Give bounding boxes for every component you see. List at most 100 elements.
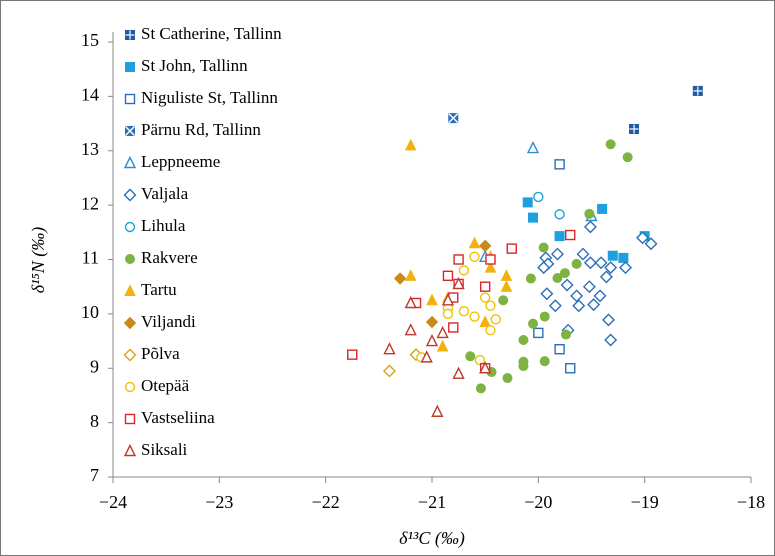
marker-shape bbox=[484, 261, 497, 273]
marker-shape bbox=[571, 258, 582, 269]
marker-shape bbox=[533, 191, 544, 203]
marker-shape bbox=[539, 356, 550, 367]
data-point bbox=[393, 272, 407, 285]
marker-shape bbox=[393, 272, 407, 285]
data-point bbox=[475, 383, 486, 394]
data-point bbox=[468, 236, 481, 249]
data-point bbox=[560, 329, 571, 340]
marker-detail bbox=[448, 113, 459, 124]
marker-shape bbox=[548, 299, 562, 313]
marker-shape bbox=[469, 251, 480, 262]
marker-shape bbox=[528, 318, 539, 329]
marker-shape bbox=[554, 159, 565, 170]
marker-shape bbox=[442, 270, 454, 282]
marker-shape bbox=[347, 349, 358, 360]
legend-marker bbox=[125, 30, 135, 40]
data-point bbox=[426, 293, 438, 306]
marker-shape bbox=[528, 212, 539, 223]
data-point bbox=[584, 208, 595, 219]
data-point bbox=[572, 299, 586, 313]
data-point bbox=[525, 273, 536, 284]
legend-label: Otepää bbox=[141, 376, 190, 395]
data-point bbox=[448, 322, 459, 333]
marker-shape bbox=[404, 295, 417, 309]
marker-shape bbox=[559, 268, 570, 279]
data-point bbox=[539, 356, 550, 367]
data-point bbox=[594, 256, 608, 270]
data-point bbox=[548, 299, 562, 313]
marker-shape bbox=[124, 284, 136, 296]
marker-shape bbox=[441, 293, 455, 306]
marker-shape bbox=[425, 333, 439, 347]
legend-marker bbox=[123, 348, 137, 362]
data-point bbox=[607, 250, 618, 261]
data-point bbox=[479, 281, 491, 292]
legend-label: Vastseliina bbox=[141, 408, 215, 427]
data-point bbox=[383, 342, 396, 355]
data-point bbox=[583, 256, 597, 270]
legend-label: Niguliste St, Tallinn bbox=[141, 88, 278, 107]
marker-shape bbox=[554, 231, 565, 242]
legend-label: Tartu bbox=[141, 280, 177, 299]
data-point bbox=[518, 361, 529, 372]
marker-shape bbox=[605, 139, 616, 150]
legend-marker bbox=[124, 381, 136, 393]
data-point bbox=[539, 311, 550, 322]
marker-shape bbox=[453, 254, 464, 265]
marker-shape bbox=[618, 252, 629, 263]
marker-shape bbox=[604, 333, 618, 347]
data-point bbox=[554, 231, 565, 242]
marker-shape bbox=[448, 322, 459, 333]
y-tick-label: 11 bbox=[82, 248, 99, 268]
data-point bbox=[506, 243, 517, 254]
marker-shape bbox=[583, 256, 597, 270]
marker-shape bbox=[522, 197, 533, 208]
x-tick-label: −22 bbox=[312, 492, 340, 512]
legend-marker bbox=[123, 443, 137, 457]
data-point bbox=[565, 363, 576, 374]
marker-shape bbox=[485, 254, 496, 265]
data-point bbox=[458, 265, 470, 276]
data-point bbox=[478, 239, 492, 253]
marker-shape bbox=[583, 220, 597, 234]
data-point bbox=[425, 333, 439, 347]
data-point bbox=[604, 261, 618, 275]
data-point bbox=[490, 314, 501, 325]
marker-shape bbox=[552, 272, 563, 283]
marker-shape bbox=[123, 188, 137, 202]
data-point bbox=[479, 315, 491, 328]
legend-marker bbox=[123, 188, 137, 202]
marker-shape bbox=[436, 325, 449, 339]
data-point bbox=[453, 254, 464, 265]
data-point bbox=[522, 197, 533, 208]
marker-shape bbox=[554, 344, 565, 355]
legend-marker bbox=[123, 316, 137, 330]
y-tick-label: 14 bbox=[81, 85, 99, 105]
marker-shape bbox=[479, 292, 491, 303]
data-point bbox=[485, 324, 496, 336]
marker-shape bbox=[485, 324, 496, 336]
marker-shape bbox=[452, 366, 465, 379]
data-point bbox=[560, 278, 574, 292]
marker-shape bbox=[425, 315, 439, 329]
marker-shape bbox=[490, 314, 501, 325]
y-tick-label: 15 bbox=[81, 30, 99, 50]
x-tick-label: −20 bbox=[524, 492, 552, 512]
data-point bbox=[636, 231, 650, 245]
marker-shape bbox=[518, 334, 529, 345]
data-point bbox=[404, 269, 417, 281]
marker-shape bbox=[124, 221, 136, 233]
y-tick-label: 9 bbox=[90, 356, 99, 376]
y-tick-label: 7 bbox=[90, 465, 99, 485]
marker-shape bbox=[442, 308, 454, 320]
marker-shape bbox=[607, 250, 618, 261]
legend-label: Viljandi bbox=[141, 312, 196, 331]
marker-shape bbox=[474, 354, 486, 366]
data-point bbox=[604, 333, 618, 347]
data-point bbox=[593, 289, 607, 303]
data-point bbox=[404, 323, 417, 336]
data-point bbox=[452, 366, 465, 379]
data-point bbox=[526, 140, 540, 154]
legend-label: Leppneeme bbox=[141, 152, 220, 171]
data-point bbox=[518, 334, 529, 345]
